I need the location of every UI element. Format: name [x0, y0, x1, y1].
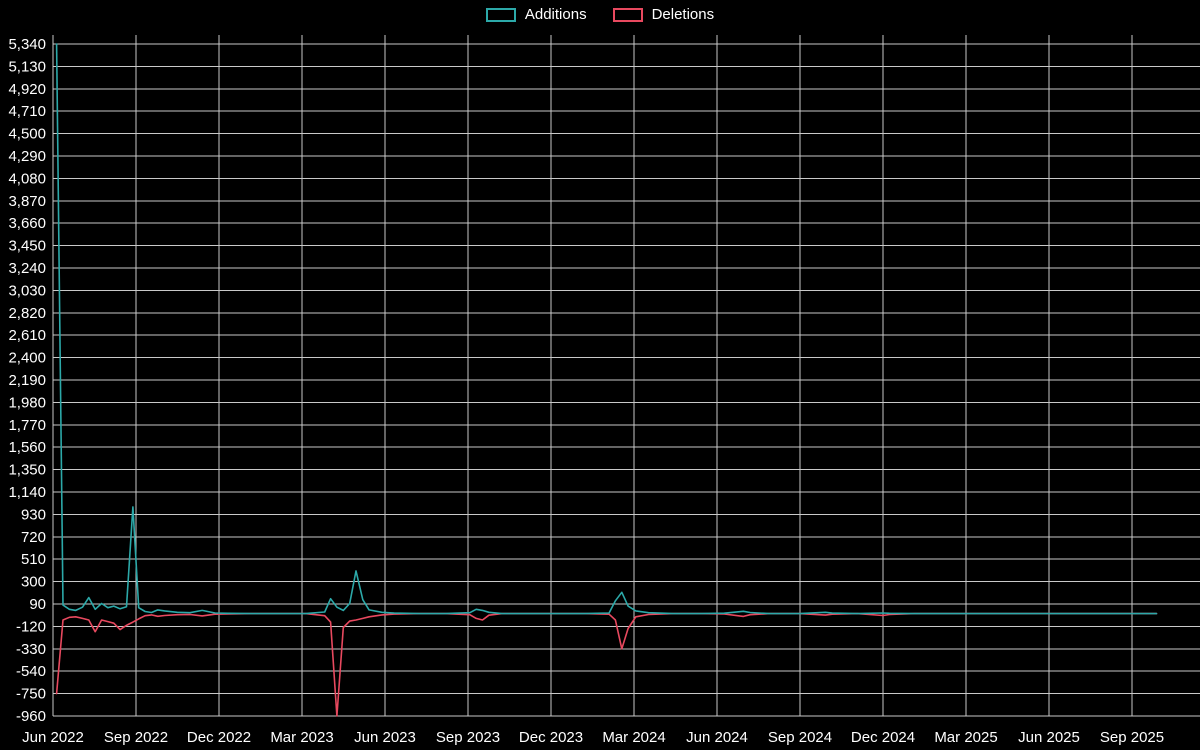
y-tick-label: -750 — [16, 686, 46, 703]
y-tick-label: 4,710 — [8, 103, 46, 120]
x-tick-label: Jun 2023 — [354, 729, 416, 746]
y-tick-label: -120 — [16, 618, 46, 635]
y-tick-label: 3,240 — [8, 260, 46, 277]
legend-label-deletions: Deletions — [651, 6, 715, 23]
legend-item-additions[interactable]: Additions — [485, 6, 587, 23]
x-tick-label: Dec 2023 — [519, 729, 583, 746]
x-tick-label: Mar 2023 — [270, 729, 333, 746]
y-tick-label: 90 — [29, 596, 46, 613]
y-tick-label: 3,030 — [8, 282, 46, 299]
x-tick-label: Sep 2024 — [768, 729, 832, 746]
legend-item-deletions[interactable]: Deletions — [612, 6, 715, 23]
y-tick-label: -330 — [16, 641, 46, 658]
grid-group — [52, 35, 1200, 717]
y-tick-label: 2,400 — [8, 350, 46, 367]
x-tick-label: Sep 2023 — [436, 729, 500, 746]
y-tick-label: 4,500 — [8, 126, 46, 143]
y-tick-label: 300 — [21, 574, 46, 591]
x-tick-label: Dec 2022 — [187, 729, 251, 746]
y-tick-label: 3,660 — [8, 215, 46, 232]
y-tick-label: 1,140 — [8, 484, 46, 501]
deletions-line — [55, 612, 1158, 717]
additions-swatch-icon — [485, 7, 516, 22]
x-tick-label: Jun 2022 — [22, 729, 84, 746]
y-tick-label: -960 — [16, 708, 46, 725]
legend-label-additions: Additions — [524, 6, 587, 23]
y-tick-label: 3,870 — [8, 193, 46, 210]
additions-line — [55, 43, 1158, 615]
axis-labels-group: 5,340 5,130 4,920 4,710 4,500 4,290 4,080 3,870… — [8, 36, 1164, 746]
y-tick-label: 2,820 — [8, 305, 46, 322]
y-tick-label: 1,980 — [8, 394, 46, 411]
y-tick-label: 3,450 — [8, 238, 46, 255]
y-tick-label: 1,560 — [8, 439, 46, 456]
x-tick-label: Sep 2022 — [104, 729, 168, 746]
y-tick-label: 5,130 — [8, 58, 46, 75]
deletions-swatch-icon — [612, 7, 643, 22]
chart-legend: Additions Deletions — [0, 7, 1200, 22]
x-tick-label: Mar 2025 — [934, 729, 997, 746]
y-tick-label: 5,340 — [8, 36, 46, 53]
y-tick-label: 4,290 — [8, 148, 46, 165]
y-tick-label: 510 — [21, 551, 46, 568]
y-tick-label: 2,190 — [8, 372, 46, 389]
y-tick-label: 1,350 — [8, 462, 46, 479]
y-tick-label: 4,080 — [8, 170, 46, 187]
y-tick-label: 2,610 — [8, 327, 46, 344]
x-tick-label: Jun 2025 — [1018, 729, 1080, 746]
y-tick-label: 720 — [21, 529, 46, 546]
x-tick-label: Jun 2024 — [686, 729, 748, 746]
x-tick-label: Sep 2025 — [1100, 729, 1164, 746]
x-tick-label: Mar 2024 — [602, 729, 665, 746]
y-tick-label: 930 — [21, 506, 46, 523]
y-tick-label: -540 — [16, 663, 46, 680]
y-tick-label: 1,770 — [8, 417, 46, 434]
y-tick-label: 4,920 — [8, 81, 46, 98]
series-group — [55, 43, 1158, 717]
x-tick-label: Dec 2024 — [851, 729, 915, 746]
